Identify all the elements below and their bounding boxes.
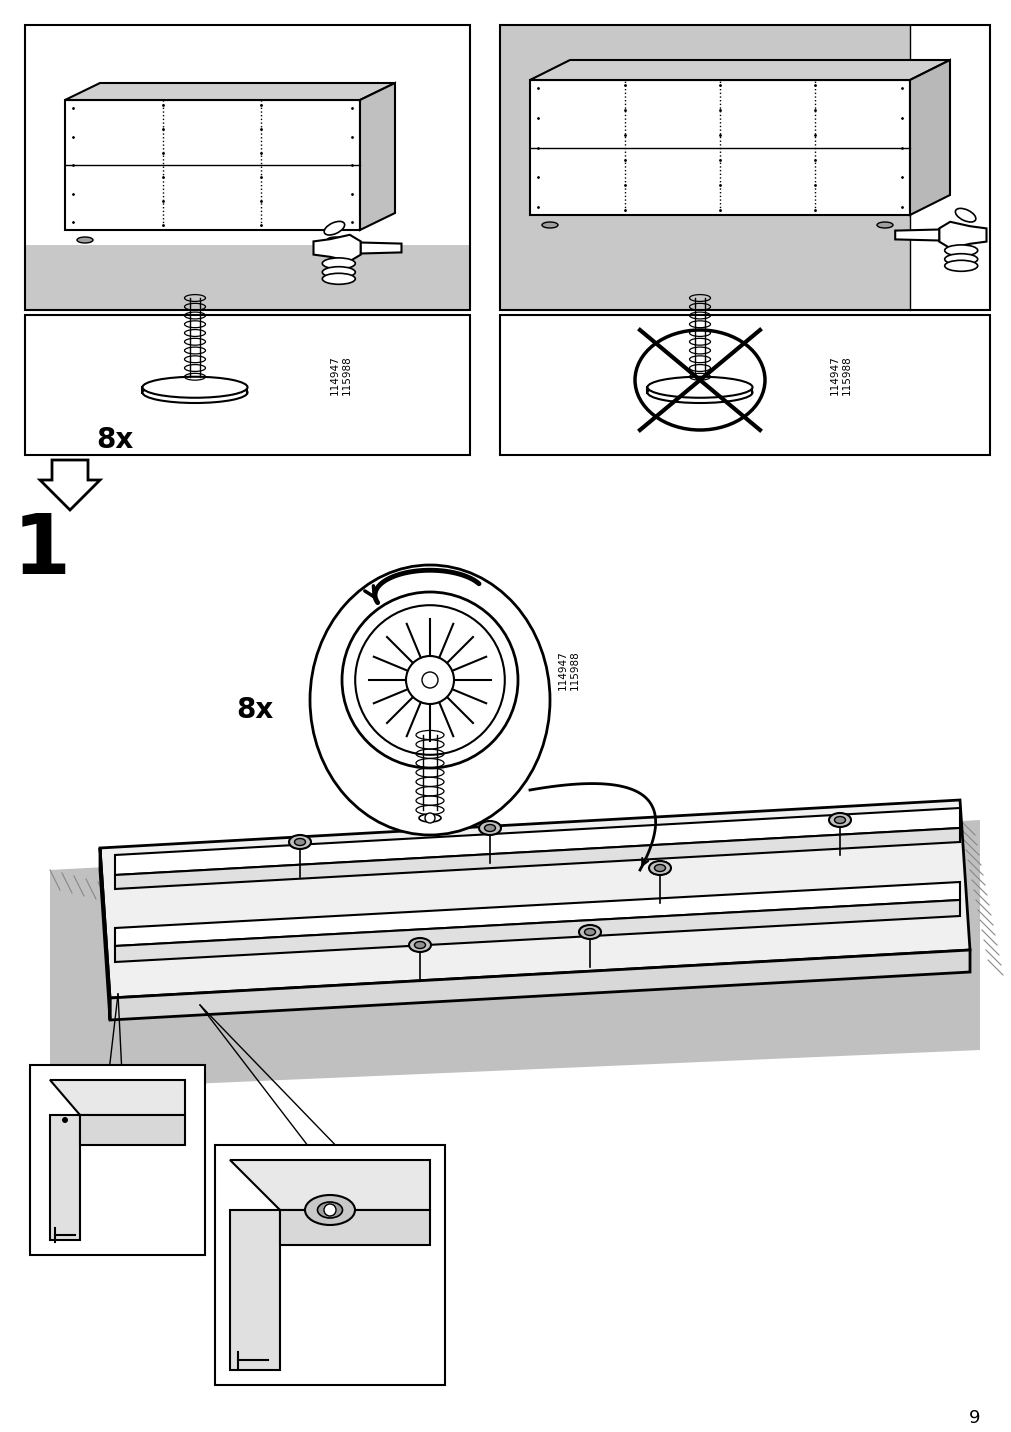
Polygon shape [100, 848, 110, 1020]
Ellipse shape [578, 925, 601, 939]
Ellipse shape [327, 238, 343, 243]
Bar [499, 315, 989, 455]
Ellipse shape [77, 238, 93, 243]
Polygon shape [115, 882, 959, 947]
Text: 114947
115988: 114947 115988 [330, 355, 351, 395]
Ellipse shape [478, 821, 500, 835]
Ellipse shape [542, 222, 557, 228]
Ellipse shape [317, 1201, 342, 1219]
Ellipse shape [484, 825, 495, 832]
Polygon shape [25, 245, 469, 309]
Bar [30, 1065, 205, 1254]
Circle shape [405, 656, 454, 705]
Polygon shape [313, 235, 361, 261]
Bar [25, 315, 469, 455]
Ellipse shape [828, 813, 850, 828]
Ellipse shape [415, 941, 425, 948]
Text: 9: 9 [969, 1409, 980, 1428]
Text: 8x: 8x [96, 425, 133, 454]
Ellipse shape [943, 245, 977, 256]
Bar [499, 24, 989, 309]
Ellipse shape [289, 835, 310, 849]
Polygon shape [530, 80, 909, 215]
Polygon shape [360, 83, 394, 231]
Ellipse shape [321, 258, 355, 269]
Circle shape [62, 1117, 68, 1123]
Text: 114947
115988: 114947 115988 [829, 355, 851, 395]
Polygon shape [50, 1116, 80, 1240]
Polygon shape [50, 1080, 185, 1116]
Circle shape [422, 672, 438, 687]
Polygon shape [229, 1160, 430, 1210]
Bar [25, 24, 469, 309]
Ellipse shape [584, 928, 594, 935]
Polygon shape [100, 800, 969, 998]
Text: 8x: 8x [237, 696, 273, 725]
Ellipse shape [943, 253, 977, 265]
Polygon shape [65, 83, 394, 100]
Polygon shape [280, 1210, 430, 1244]
Polygon shape [115, 808, 959, 875]
Polygon shape [80, 1116, 185, 1146]
Polygon shape [938, 222, 986, 248]
Bar [214, 1146, 445, 1385]
Polygon shape [895, 229, 938, 241]
Polygon shape [110, 949, 969, 1020]
Polygon shape [909, 60, 949, 215]
Ellipse shape [321, 266, 355, 278]
Ellipse shape [143, 377, 248, 398]
Ellipse shape [647, 377, 752, 398]
Ellipse shape [309, 566, 549, 835]
Polygon shape [530, 60, 949, 80]
Polygon shape [115, 828, 959, 889]
Ellipse shape [943, 261, 977, 271]
Ellipse shape [294, 839, 305, 845]
Ellipse shape [324, 222, 345, 235]
Ellipse shape [877, 222, 892, 228]
Ellipse shape [408, 938, 431, 952]
Circle shape [324, 1204, 336, 1216]
Ellipse shape [419, 813, 441, 822]
Ellipse shape [342, 591, 518, 768]
Polygon shape [50, 821, 979, 1090]
Ellipse shape [648, 861, 670, 875]
Ellipse shape [834, 816, 844, 823]
Text: 114947
115988: 114947 115988 [557, 650, 579, 690]
Text: 1: 1 [13, 510, 71, 590]
Ellipse shape [304, 1194, 355, 1224]
Polygon shape [361, 242, 401, 253]
Polygon shape [115, 899, 959, 962]
Ellipse shape [647, 382, 752, 402]
Ellipse shape [143, 382, 248, 402]
Circle shape [425, 813, 435, 823]
Ellipse shape [321, 274, 355, 285]
Polygon shape [499, 24, 909, 309]
Ellipse shape [954, 209, 975, 222]
Ellipse shape [654, 865, 665, 872]
Polygon shape [229, 1210, 280, 1370]
Polygon shape [40, 460, 100, 510]
Polygon shape [65, 100, 360, 231]
